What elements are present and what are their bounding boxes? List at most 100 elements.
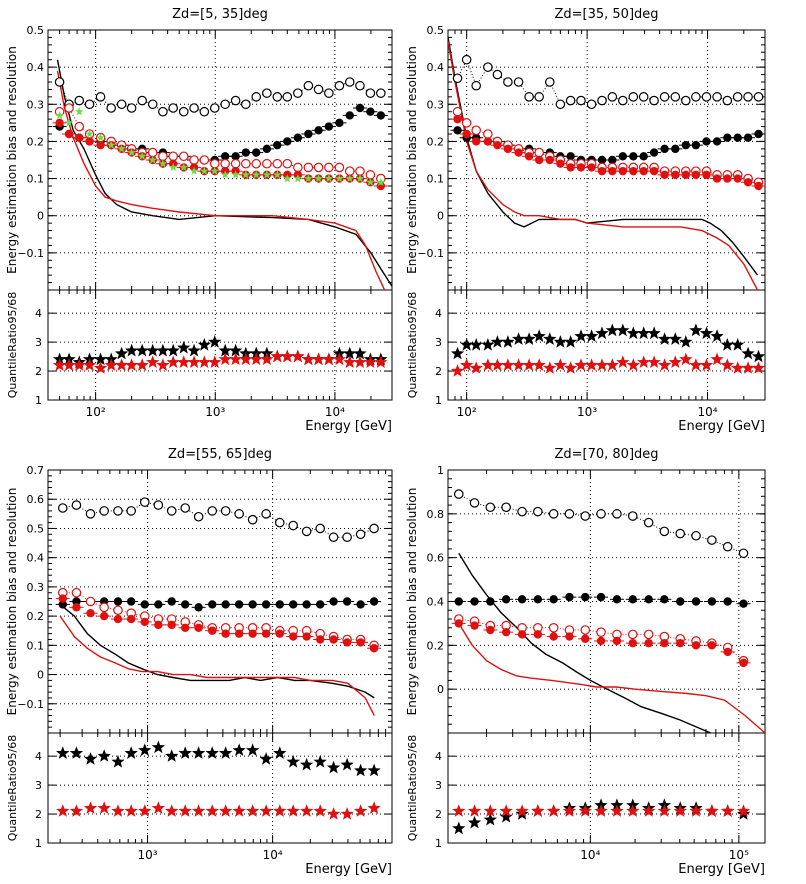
y2-tick-label: 3 <box>35 336 42 349</box>
data-point-black-open <box>596 509 606 519</box>
data-point-red-open <box>334 162 345 173</box>
y2-tick-label: 3 <box>435 779 442 792</box>
data-point-red-filled <box>597 166 607 176</box>
ratio-point-red-stars <box>469 361 483 374</box>
ratio-point-red-stars <box>82 358 97 371</box>
y-tick-label: 0.3 <box>427 98 445 111</box>
data-point-black-open <box>113 506 123 516</box>
ratio-point-black-stars <box>741 346 755 360</box>
data-point-black-filled <box>629 152 638 161</box>
data-point-black-open <box>301 526 312 537</box>
data-point-red-filled <box>99 611 109 621</box>
data-point-black-filled <box>220 152 230 161</box>
data-point-green <box>324 174 334 183</box>
data-point-black-filled <box>702 137 711 146</box>
data-point-black-filled <box>454 597 463 606</box>
data-point-black-open <box>207 506 218 516</box>
y2-axis-label: QuantileRatio95/68 <box>406 735 419 841</box>
data-point-black-filled <box>581 592 590 602</box>
ratio-point-red-stars <box>93 361 108 374</box>
ratio-point-red-stars <box>301 352 315 366</box>
data-point-black-open <box>738 548 749 559</box>
data-point-black-open <box>580 511 591 521</box>
data-point-black-filled <box>366 107 375 116</box>
data-point-red-filled <box>234 629 244 638</box>
data-point-black-open <box>369 523 379 534</box>
ratio-point-black-stars <box>469 338 483 351</box>
data-point-black-open <box>342 532 352 543</box>
ratio-point-black-stars <box>246 743 260 756</box>
data-point-green <box>335 174 344 183</box>
ratio-point-black-stars <box>219 746 233 759</box>
ratio-point-black-stars <box>689 323 703 337</box>
y2-tick-label: 2 <box>435 808 442 821</box>
data-point-black-open <box>54 77 65 87</box>
ratio-point-red-stars <box>219 804 233 817</box>
data-point-black-open <box>168 103 178 113</box>
data-point-red-filled <box>208 626 217 635</box>
data-point-black-filled <box>304 129 313 139</box>
plot-frame-bottom <box>447 289 766 401</box>
data-point-black-filled <box>72 597 81 606</box>
data-point-red-open <box>74 121 85 132</box>
data-point-green <box>252 170 261 179</box>
ratio-point-red-stars <box>125 358 139 371</box>
data-point-black-open <box>74 95 85 106</box>
y-tick-label: 0.6 <box>27 493 45 506</box>
ratio-point-red-stars <box>249 352 263 366</box>
data-point-black-filled <box>660 595 669 604</box>
ratio-point-red-stars <box>751 361 765 374</box>
data-point-black-filled <box>315 600 325 609</box>
data-point-black-open <box>707 535 717 545</box>
y-axis-label: Energy estimation bias and resolution <box>5 488 19 716</box>
top-pad-data <box>451 489 765 733</box>
data-point-black-open <box>643 517 654 528</box>
y-tick-label: 1 <box>437 464 444 477</box>
ratio-point-black-stars <box>481 338 495 351</box>
data-point-red-filled <box>628 638 637 648</box>
data-point-red-filled <box>576 163 586 172</box>
data-point-green <box>55 110 64 120</box>
data-point-black-open <box>732 92 743 102</box>
data-point-green <box>220 170 230 179</box>
y-tick-label: 0 <box>37 669 44 682</box>
y2-tick-label: 1 <box>435 837 442 850</box>
data-point-red-filled <box>676 638 685 648</box>
data-point-black-open <box>99 506 109 516</box>
data-point-black-filled <box>470 597 479 606</box>
ratio-point-red-stars <box>165 804 179 817</box>
data-point-green <box>75 107 84 116</box>
data-point-black-open <box>691 530 701 541</box>
data-point-black-open <box>189 103 199 113</box>
ratio-point-red-stars <box>343 355 357 368</box>
ratio-point-red-stars <box>72 358 86 371</box>
ratio-point-red-stars <box>532 358 546 371</box>
data-point-green <box>304 174 313 183</box>
ratio-point-red-stars <box>374 355 388 368</box>
y-tick-label: 0.4 <box>427 61 445 74</box>
data-point-red-filled <box>691 641 701 650</box>
ratio-point-red-stars <box>553 358 567 371</box>
data-point-black-open <box>555 99 566 110</box>
ratio-point-black-stars <box>450 346 465 360</box>
y-tick-label: −0.1 <box>17 698 44 711</box>
data-point-black-filled <box>369 597 379 606</box>
data-point-black-open <box>193 511 204 522</box>
data-point-red-filled <box>288 632 298 641</box>
y2-tick-label: 1 <box>35 394 42 407</box>
ratio-point-red-stars <box>720 358 734 371</box>
ratio-point-red-stars <box>187 355 201 368</box>
ratio-point-red-stars <box>689 358 703 371</box>
data-point-red-filled <box>608 166 617 176</box>
ratio-point-black-stars <box>124 746 138 759</box>
data-point-red-open <box>241 158 251 169</box>
data-point-red-open <box>580 625 591 635</box>
ratio-point-black-stars <box>93 352 108 366</box>
ratio-point-red-stars <box>499 804 513 817</box>
ratio-point-red-stars <box>543 361 557 374</box>
y2-tick-label: 4 <box>435 750 442 763</box>
x-axis-label: Energy [GeV] <box>305 862 392 877</box>
chart-title: Zd=[55, 65]deg <box>168 447 272 462</box>
data-point-red-filled <box>167 620 176 630</box>
data-point-black-filled <box>733 133 742 142</box>
